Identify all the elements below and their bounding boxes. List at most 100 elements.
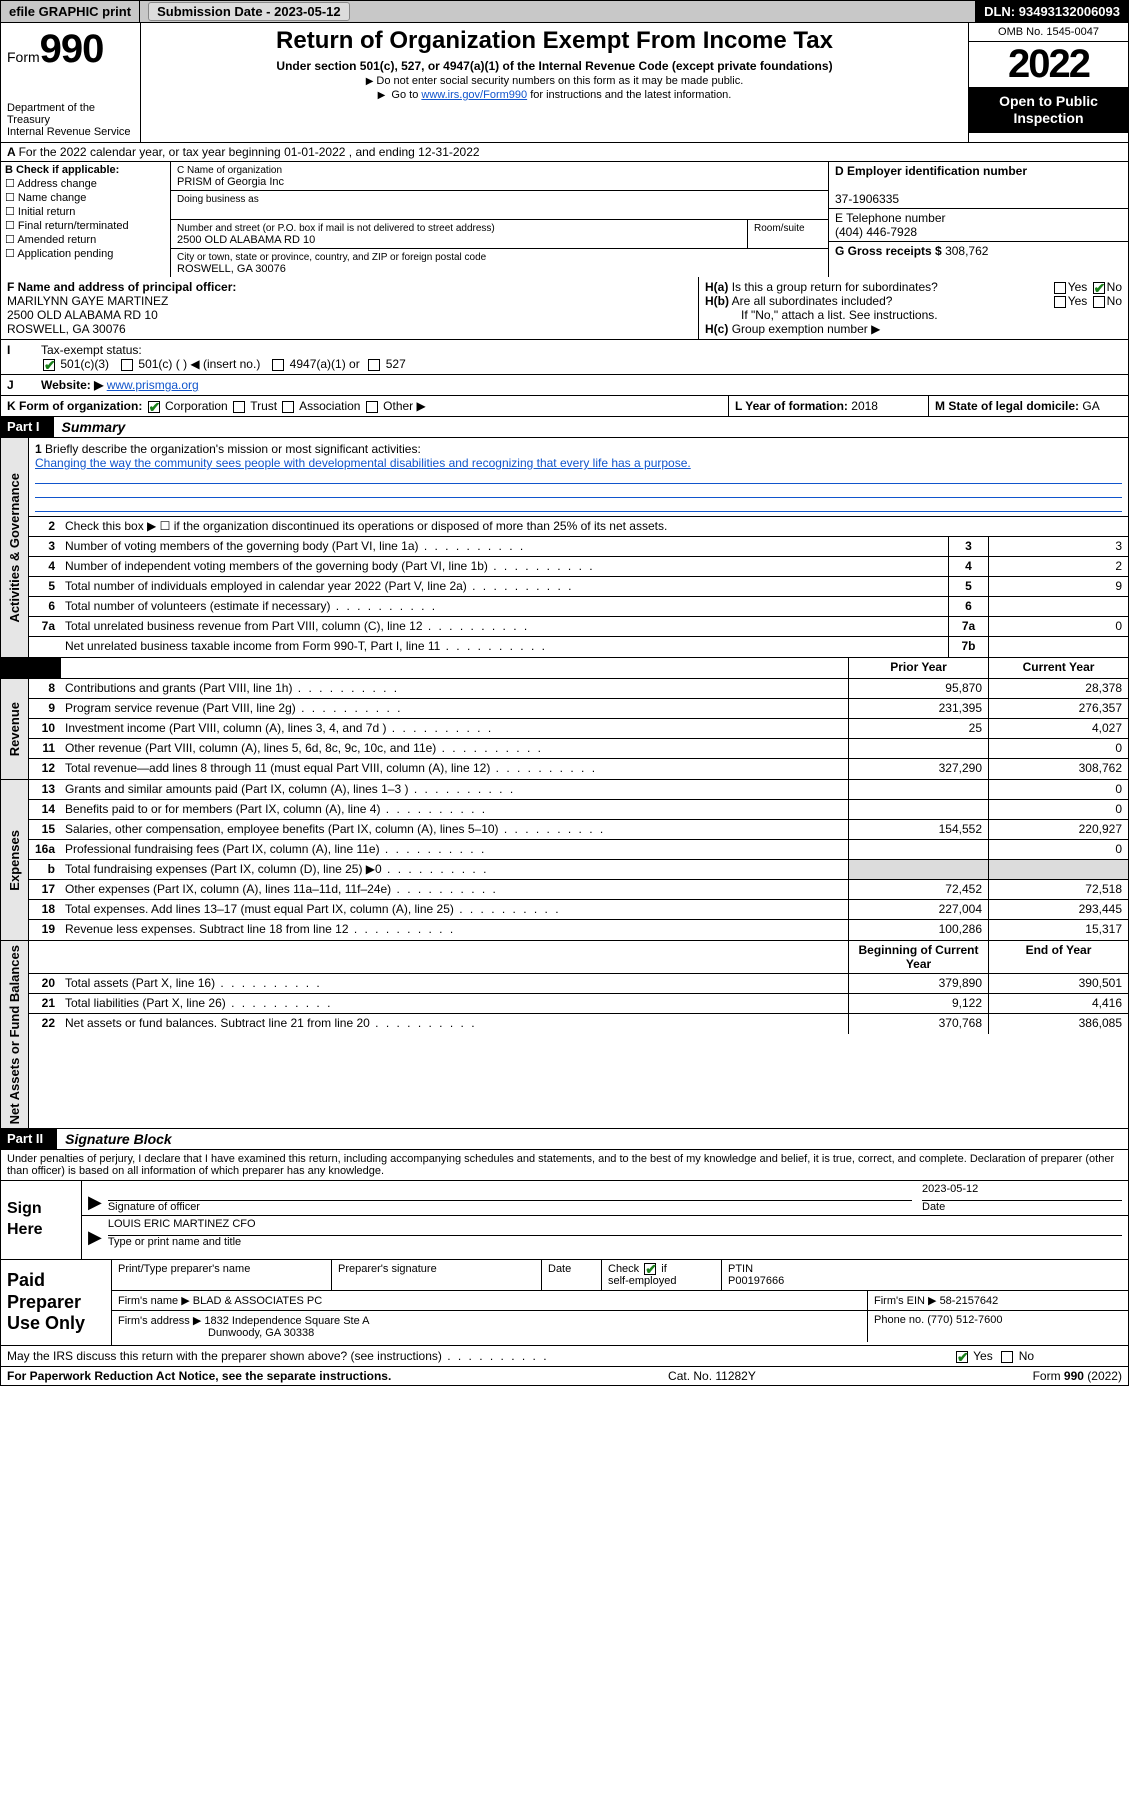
part-ii-title: Signature Block	[57, 1129, 180, 1149]
row-klm: K Form of organization: Corporation Trus…	[0, 396, 1129, 417]
i-label: I	[1, 340, 35, 374]
table-row: 19Revenue less expenses. Subtract line 1…	[29, 920, 1128, 940]
part-i-tag: Part I	[1, 417, 54, 437]
vtab-rev: Revenue	[1, 679, 29, 779]
footer: For Paperwork Reduction Act Notice, see …	[0, 1367, 1129, 1386]
table-row: 10Investment income (Part VIII, column (…	[29, 719, 1128, 739]
discuss-row: May the IRS discuss this return with the…	[0, 1346, 1129, 1367]
block-bcde: B Check if applicable: ☐ Address change …	[0, 162, 1129, 277]
row-f h: F Name and address of principal officer:…	[0, 277, 1129, 340]
chk-pending: ☐ Application pending	[5, 247, 166, 260]
form-number: Form990	[7, 27, 134, 72]
f-officer: F Name and address of principal officer:…	[1, 277, 698, 339]
i-status: Tax-exempt status: 501(c)(3) 501(c) ( ) …	[35, 340, 1128, 374]
col-de: D Employer identification number 37-1906…	[828, 162, 1128, 277]
b-label: B Check if applicable:	[5, 164, 119, 176]
efile-label: efile GRAPHIC print	[1, 1, 140, 22]
prep-hdr: Print/Type preparer's name Preparer's si…	[112, 1260, 1128, 1291]
table-row: 14Benefits paid to or for members (Part …	[29, 800, 1128, 820]
sign-here: Sign Here Signature of officer 2023-05-1…	[0, 1181, 1129, 1260]
c-street: Number and street (or P.O. box if mail i…	[171, 220, 748, 248]
subdate-btn: Submission Date - 2023-05-12	[148, 2, 350, 21]
gov-row: 5Total number of individuals employed in…	[29, 577, 1128, 597]
table-row: 13Grants and similar amounts paid (Part …	[29, 780, 1128, 800]
discuss-yn: Yes No	[948, 1346, 1128, 1366]
net-colhdr-row: Net Assets or Fund Balances Beginning of…	[0, 941, 1129, 1129]
table-row: bTotal fundraising expenses (Part IX, co…	[29, 860, 1128, 880]
prep-addr: Firm's address ▶ 1832 Independence Squar…	[112, 1311, 1128, 1342]
gov-row: 6Total number of volunteers (estimate if…	[29, 597, 1128, 617]
prep-firm: Firm's name ▶ BLAD & ASSOCIATES PC Firm'…	[112, 1291, 1128, 1311]
colhdr: b Prior Year Current Year	[29, 658, 1128, 678]
table-row: 15Salaries, other compensation, employee…	[29, 820, 1128, 840]
dln: DLN: 93493132006093	[976, 1, 1128, 22]
c-name: C Name of organization PRISM of Georgia …	[171, 162, 828, 191]
c-dba: Doing business as	[171, 191, 828, 220]
topbar: efile GRAPHIC print Submission Date - 20…	[0, 0, 1129, 23]
irs: Internal Revenue Service	[7, 126, 134, 138]
sign-here-label: Sign Here	[1, 1181, 81, 1259]
section-expenses: Expenses 13Grants and similar amounts pa…	[0, 780, 1129, 941]
row-j: J Website: ▶ www.prismga.org	[0, 375, 1129, 396]
form-header: Form990 Department of the Treasury Inter…	[0, 23, 1129, 143]
table-row: 21Total liabilities (Part X, line 26)9,1…	[29, 994, 1128, 1014]
chk-initial: ☐ Initial return	[5, 205, 166, 218]
k-form-org: K Form of organization: Corporation Trus…	[1, 396, 728, 416]
m-state: M State of legal domicile: GA	[928, 396, 1128, 416]
gov-row: 4Number of independent voting members of…	[29, 557, 1128, 577]
part-ii-hdr: Part II Signature Block	[0, 1129, 1129, 1150]
form-subtitle: Under section 501(c), 527, or 4947(a)(1)…	[147, 59, 962, 73]
dept: Department of the Treasury	[7, 102, 134, 126]
table-row: 12Total revenue—add lines 8 through 11 (…	[29, 759, 1128, 779]
tax-year: 2022	[969, 42, 1128, 87]
omb: OMB No. 1545-0047	[969, 23, 1128, 42]
sig-name: LOUIS ERIC MARTINEZ CFO Type or print na…	[82, 1216, 1128, 1250]
table-row: 8Contributions and grants (Part VIII, li…	[29, 679, 1128, 699]
gov-row: 7aTotal unrelated business revenue from …	[29, 617, 1128, 637]
note2: Go to www.irs.gov/Form990 for instructio…	[147, 89, 962, 101]
chk-amended: ☐ Amended return	[5, 233, 166, 246]
row-i: I Tax-exempt status: 501(c)(3) 501(c) ( …	[0, 340, 1129, 375]
table-row: 20Total assets (Part X, line 16)379,8903…	[29, 974, 1128, 994]
col-b: B Check if applicable: ☐ Address change …	[1, 162, 171, 277]
gov-r2: 2Check this box ▶ ☐ if the organization …	[29, 517, 1128, 537]
prep-label: Paid Preparer Use Only	[1, 1260, 111, 1345]
table-row: 16aProfessional fundraising fees (Part I…	[29, 840, 1128, 860]
d-ein: D Employer identification number 37-1906…	[829, 162, 1128, 209]
j-label: J	[1, 375, 35, 395]
e-phone: E Telephone number (404) 446-7928	[829, 209, 1128, 242]
footer-r: Form 990 (2022)	[1033, 1369, 1122, 1383]
irs-link[interactable]: www.irs.gov/Form990	[421, 89, 527, 101]
footer-l: For Paperwork Reduction Act Notice, see …	[7, 1369, 391, 1383]
chk-final: ☐ Final return/terminated	[5, 219, 166, 232]
colhdr-row: b Prior Year Current Year	[0, 658, 1129, 679]
form-title: Return of Organization Exempt From Incom…	[147, 27, 962, 55]
website-link[interactable]: www.prismga.org	[107, 378, 199, 392]
table-row: 17Other expenses (Part IX, column (A), l…	[29, 880, 1128, 900]
section-revenue: Revenue 8Contributions and grants (Part …	[0, 679, 1129, 780]
footer-m: Cat. No. 11282Y	[668, 1369, 756, 1383]
submission-date: Submission Date - 2023-05-12	[140, 1, 976, 22]
chk-address: ☐ Address change	[5, 177, 166, 190]
col-c: C Name of organization PRISM of Georgia …	[171, 162, 828, 277]
c-street-row: Number and street (or P.O. box if mail i…	[171, 220, 828, 249]
sig-officer: Signature of officer 2023-05-12 Date	[82, 1181, 1128, 1216]
gov-row: Net unrelated business taxable income fr…	[29, 637, 1128, 657]
net-colhdr: Beginning of Current Year End of Year	[29, 941, 1128, 974]
part-i-hdr: Part I Summary	[0, 417, 1129, 438]
c-city: City or town, state or province, country…	[171, 249, 828, 277]
part-i-title: Summary	[54, 417, 134, 437]
sig-intro: Under penalties of perjury, I declare th…	[0, 1150, 1129, 1181]
gov-mission: 1 Briefly describe the organization's mi…	[29, 438, 1128, 517]
hdr-mid: Return of Organization Exempt From Incom…	[141, 23, 968, 142]
hdr-right: OMB No. 1545-0047 2022 Open to Public In…	[968, 23, 1128, 142]
g-gross: G Gross receipts $ 308,762	[829, 242, 1128, 260]
table-row: 11Other revenue (Part VIII, column (A), …	[29, 739, 1128, 759]
paid-preparer: Paid Preparer Use Only Print/Type prepar…	[0, 1260, 1129, 1346]
c-room: Room/suite	[748, 220, 828, 248]
l-year: L Year of formation: 2018	[728, 396, 928, 416]
table-row: 22Net assets or fund balances. Subtract …	[29, 1014, 1128, 1034]
vtab-gov: Activities & Governance	[1, 438, 29, 657]
h-group: H(a) Is this a group return for subordin…	[698, 277, 1128, 339]
chk-name: ☐ Name change	[5, 191, 166, 204]
